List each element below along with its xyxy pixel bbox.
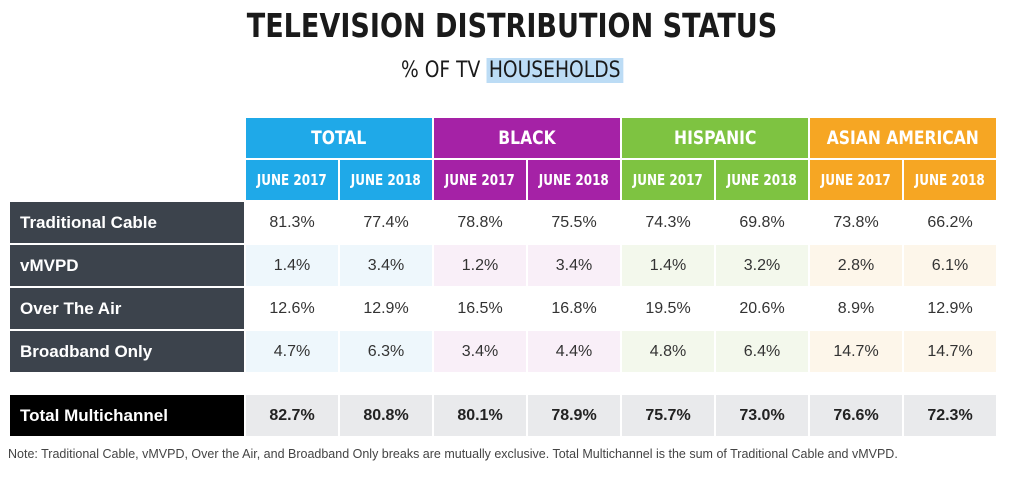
total-multichannel-table: Total Multichannel 82.7% 80.8% 80.1% 78.… bbox=[8, 393, 998, 438]
table-cell: 3.4% bbox=[434, 331, 526, 372]
table-cell: 8.9% bbox=[810, 288, 902, 329]
table-cell: 6.1% bbox=[904, 245, 996, 286]
table-cell: 74.3% bbox=[622, 202, 714, 243]
group-header-black: BLACK bbox=[434, 118, 620, 158]
chart-subtitle: % OF TV HOUSEHOLDS bbox=[77, 58, 947, 83]
table-row-total-multichannel: Total Multichannel 82.7% 80.8% 80.1% 78.… bbox=[10, 395, 996, 436]
chart-title: TELEVISION DISTRIBUTION STATUS bbox=[246, 6, 778, 45]
table-cell: 4.7% bbox=[246, 331, 338, 372]
period-header: JUNE 2018 bbox=[528, 160, 620, 200]
period-label: JUNE 2017 bbox=[444, 171, 516, 189]
group-header-row: TOTAL BLACK HISPANIC ASIAN AMERICAN bbox=[10, 118, 996, 158]
row-label: Broadband Only bbox=[10, 331, 244, 372]
table-row-over-the-air: Over The Air 12.6% 12.9% 16.5% 16.8% 19.… bbox=[10, 288, 996, 329]
group-header-total: TOTAL bbox=[246, 118, 432, 158]
period-label: JUNE 2018 bbox=[538, 171, 610, 189]
table-cell: 1.4% bbox=[622, 245, 714, 286]
footnote: Note: Traditional Cable, vMVPD, Over the… bbox=[8, 447, 898, 461]
table-cell: 77.4% bbox=[340, 202, 432, 243]
period-header: JUNE 2018 bbox=[340, 160, 432, 200]
group-label-total: TOTAL bbox=[311, 127, 367, 149]
period-header: JUNE 2017 bbox=[246, 160, 338, 200]
table-cell: 3.2% bbox=[716, 245, 808, 286]
subtitle-prefix: % OF TV bbox=[400, 58, 481, 83]
table-cell: 1.4% bbox=[246, 245, 338, 286]
period-label: JUNE 2017 bbox=[820, 171, 892, 189]
table-cell: 12.6% bbox=[246, 288, 338, 329]
group-label-asian-american: ASIAN AMERICAN bbox=[826, 127, 980, 149]
table-row-traditional-cable: Traditional Cable 81.3% 77.4% 78.8% 75.5… bbox=[10, 202, 996, 243]
period-header-row: JUNE 2017 JUNE 2018 JUNE 2017 JUNE 2018 … bbox=[10, 160, 996, 200]
row-label: Over The Air bbox=[10, 288, 244, 329]
table-cell: 81.3% bbox=[246, 202, 338, 243]
row-label: Traditional Cable bbox=[10, 202, 244, 243]
group-header-hispanic: HISPANIC bbox=[622, 118, 808, 158]
table-cell: 73.8% bbox=[810, 202, 902, 243]
total-cell: 75.7% bbox=[622, 395, 714, 436]
total-cell: 80.8% bbox=[340, 395, 432, 436]
table-cell: 3.4% bbox=[340, 245, 432, 286]
table-cell: 4.4% bbox=[528, 331, 620, 372]
table-cell: 20.6% bbox=[716, 288, 808, 329]
table-cell: 16.5% bbox=[434, 288, 526, 329]
subtitle-highlight: HOUSEHOLDS bbox=[486, 58, 624, 83]
table-cell: 12.9% bbox=[340, 288, 432, 329]
group-header-asian-american: ASIAN AMERICAN bbox=[810, 118, 996, 158]
table-cell: 66.2% bbox=[904, 202, 996, 243]
total-cell: 82.7% bbox=[246, 395, 338, 436]
period-header: JUNE 2017 bbox=[622, 160, 714, 200]
period-label: JUNE 2017 bbox=[256, 171, 328, 189]
group-label-hispanic: HISPANIC bbox=[673, 127, 757, 149]
table-cell: 16.8% bbox=[528, 288, 620, 329]
period-header: JUNE 2017 bbox=[810, 160, 902, 200]
table-cell: 14.7% bbox=[904, 331, 996, 372]
total-row-label: Total Multichannel bbox=[10, 395, 244, 436]
table-cell: 6.3% bbox=[340, 331, 432, 372]
period-header: JUNE 2018 bbox=[716, 160, 808, 200]
table-cell: 2.8% bbox=[810, 245, 902, 286]
table-cell: 1.2% bbox=[434, 245, 526, 286]
table-cell: 19.5% bbox=[622, 288, 714, 329]
table-cell: 3.4% bbox=[528, 245, 620, 286]
table-cell: 12.9% bbox=[904, 288, 996, 329]
row-label: vMVPD bbox=[10, 245, 244, 286]
period-label: JUNE 2018 bbox=[914, 171, 986, 189]
period-header: JUNE 2017 bbox=[434, 160, 526, 200]
total-cell: 72.3% bbox=[904, 395, 996, 436]
table-row-broadband-only: Broadband Only 4.7% 6.3% 3.4% 4.4% 4.8% … bbox=[10, 331, 996, 372]
table-cell: 75.5% bbox=[528, 202, 620, 243]
total-cell: 78.9% bbox=[528, 395, 620, 436]
table-cell: 4.8% bbox=[622, 331, 714, 372]
table-cell: 14.7% bbox=[810, 331, 902, 372]
period-label: JUNE 2018 bbox=[726, 171, 798, 189]
distribution-table: TOTAL BLACK HISPANIC ASIAN AMERICAN JUNE… bbox=[8, 116, 998, 374]
table-row-vmvpd: vMVPD 1.4% 3.4% 1.2% 3.4% 1.4% 3.2% 2.8%… bbox=[10, 245, 996, 286]
group-label-black: BLACK bbox=[498, 127, 556, 149]
period-header: JUNE 2018 bbox=[904, 160, 996, 200]
table-cell: 6.4% bbox=[716, 331, 808, 372]
table-cell: 69.8% bbox=[716, 202, 808, 243]
total-cell: 76.6% bbox=[810, 395, 902, 436]
table-cell: 78.8% bbox=[434, 202, 526, 243]
table-corner bbox=[10, 118, 244, 158]
total-cell: 73.0% bbox=[716, 395, 808, 436]
period-label: JUNE 2018 bbox=[350, 171, 422, 189]
period-label: JUNE 2017 bbox=[632, 171, 704, 189]
total-cell: 80.1% bbox=[434, 395, 526, 436]
table-corner-2 bbox=[10, 160, 244, 200]
